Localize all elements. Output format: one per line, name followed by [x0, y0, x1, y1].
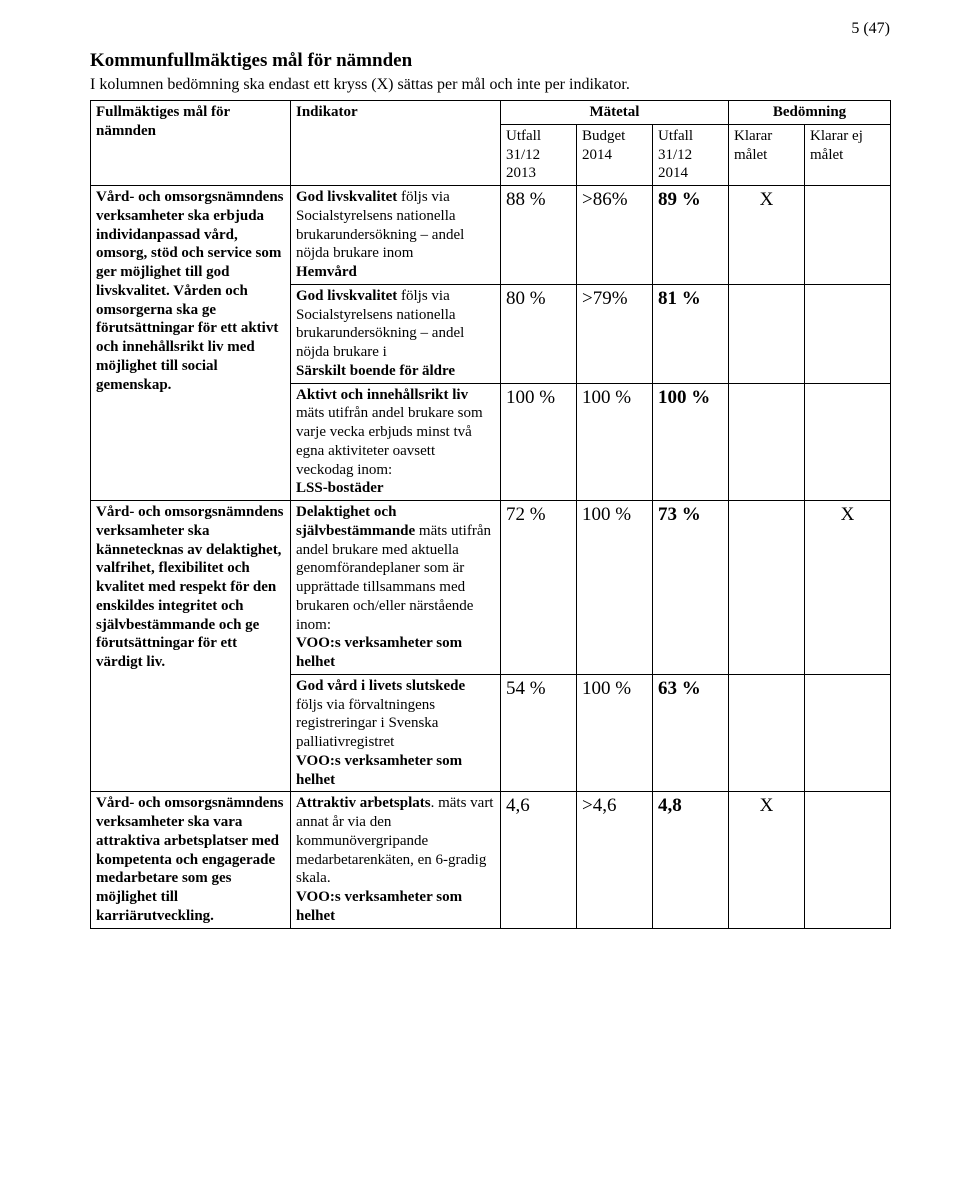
intro-text: I kolumnen bedömning ska endast ett krys…: [90, 76, 890, 94]
subheader-m3: Utfall 31/12 2014: [653, 124, 729, 185]
value-m2: 100 %: [577, 674, 653, 792]
col-header-indicator: Indikator: [291, 101, 501, 186]
value-b2: X: [805, 501, 891, 675]
indicator-tail: Särskilt boende för äldre: [296, 363, 455, 379]
value-m2: 100 %: [577, 501, 653, 675]
indicator-tail: Hemvård: [296, 264, 357, 280]
table-header-row: Fullmäktiges mål för nämnden Indikator M…: [91, 101, 891, 125]
value-m1: 72 %: [501, 501, 577, 675]
value-b2: [805, 792, 891, 928]
value-b2: [805, 284, 891, 383]
subheader-b1: Klarar målet: [729, 124, 805, 185]
col-header-metric: Mätetal: [501, 101, 729, 125]
indicator-lead: Attraktiv arbetsplats: [296, 795, 431, 811]
indicator-lead: Aktivt och innehållsrikt liv: [296, 387, 468, 403]
indicator-rest: mäts utifrån andel brukare som varje vec…: [296, 405, 483, 477]
indicator-tail: VOO:s verksamheter som helhet: [296, 635, 462, 670]
indicator-cell: Delaktighet och självbestämmande mäts ut…: [291, 501, 501, 675]
value-m2: >86%: [577, 186, 653, 285]
indicator-tail: LSS-bostäder: [296, 480, 384, 496]
value-m3: 81 %: [653, 284, 729, 383]
indicator-lead: God vård i livets slutskede: [296, 678, 465, 694]
value-m3: 100 %: [653, 383, 729, 501]
subheader-m2: Budget 2014: [577, 124, 653, 185]
value-m1: 88 %: [501, 186, 577, 285]
goals-table: Fullmäktiges mål för nämnden Indikator M…: [90, 100, 891, 929]
value-m2: >79%: [577, 284, 653, 383]
indicator-cell: Attraktiv arbetsplats. mäts vart annat å…: [291, 792, 501, 928]
goal-cell: Vård- och omsorgs­nämndens verksamheter …: [91, 501, 291, 792]
indicator-lead: God livskvalitet: [296, 288, 397, 304]
value-b1: [729, 383, 805, 501]
value-b2: [805, 186, 891, 285]
value-b1: [729, 674, 805, 792]
value-b1: X: [729, 792, 805, 928]
value-m2: 100 %: [577, 383, 653, 501]
value-m3: 73 %: [653, 501, 729, 675]
value-m1: 4,6: [501, 792, 577, 928]
value-m1: 80 %: [501, 284, 577, 383]
value-m2: >4,6: [577, 792, 653, 928]
page: 5 (47) Kommunfullmäktiges mål för nämnde…: [0, 0, 960, 1193]
subheader-m1: Utfall 31/12 2013: [501, 124, 577, 185]
table-row: Vård- och omsorgs­nämndens verksamheter …: [91, 792, 891, 928]
value-b2: [805, 674, 891, 792]
indicator-lead: Delaktighet och självbestämmande: [296, 504, 415, 539]
col-header-assessment: Bedömning: [729, 101, 891, 125]
value-b1: [729, 501, 805, 675]
indicator-cell: God livskvalitet följs via Socialstyrels…: [291, 186, 501, 285]
col-header-goal: Fullmäktiges mål för nämnden: [91, 101, 291, 186]
indicator-rest: mäts utifrån andel brukare med aktuella …: [296, 523, 491, 633]
table-row: Vård- och omsorgs­nämndens verksamheter …: [91, 501, 891, 675]
value-b2: [805, 383, 891, 501]
value-b1: [729, 284, 805, 383]
value-m3: 4,8: [653, 792, 729, 928]
indicator-tail: VOO:s verksamheter som helhet: [296, 889, 462, 924]
indicator-cell: God livskvalitet följs via Socialstyrels…: [291, 284, 501, 383]
indicator-rest: följs via förvaltningens registreringar …: [296, 697, 438, 751]
table-row: Vård- och omsorgs­nämndens verksamheter …: [91, 186, 891, 285]
indicator-tail: VOO:s verksamheter som helhet: [296, 753, 462, 788]
value-b1: X: [729, 186, 805, 285]
goal-cell: Vård- och omsorgs­nämndens verksamheter …: [91, 186, 291, 501]
indicator-cell: God vård i livets slutskede följs via fö…: [291, 674, 501, 792]
indicator-cell: Aktivt och innehållsrikt liv mäts utifrå…: [291, 383, 501, 501]
subheader-b2: Klarar ej målet: [805, 124, 891, 185]
goal-cell: Vård- och omsorgs­nämndens verksamheter …: [91, 792, 291, 928]
section-title: Kommunfullmäktiges mål för nämnden: [90, 50, 890, 72]
page-number: 5 (47): [851, 20, 890, 38]
value-m1: 100 %: [501, 383, 577, 501]
value-m1: 54 %: [501, 674, 577, 792]
indicator-lead: God livskvalitet: [296, 189, 397, 205]
value-m3: 63 %: [653, 674, 729, 792]
value-m3: 89 %: [653, 186, 729, 285]
